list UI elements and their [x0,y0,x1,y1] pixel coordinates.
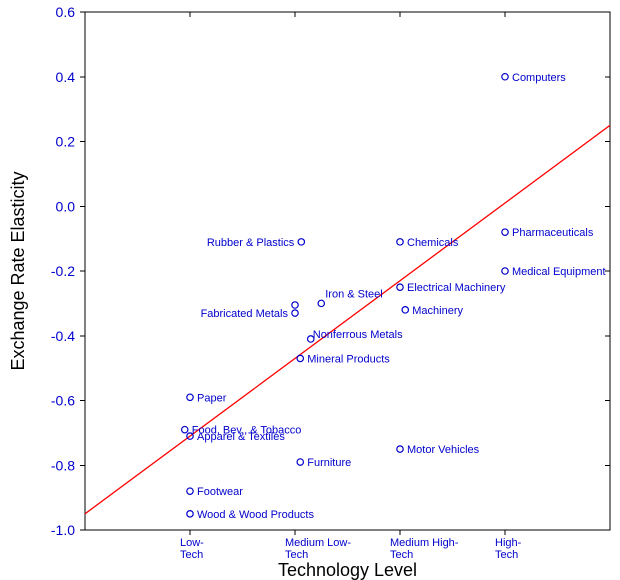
x-tick-label-line1: Medium Low- [285,537,351,549]
data-point-label: Computers [512,72,566,84]
data-point-label: Pharmaceuticals [512,227,594,239]
data-point-label: Medical Equipment [512,266,606,278]
x-tick-label-line1: Low- [180,537,204,549]
data-point-label: Machinery [412,305,463,317]
data-point [397,446,403,452]
y-tick-label: 0.0 [56,198,76,214]
chart-svg: 0.60.40.20.0-0.2-0.4-0.6-0.8-1.0Low-Tech… [0,0,620,580]
x-tick-label-line2: Tech [495,549,518,561]
data-point-label: Wood & Wood Products [197,509,314,521]
data-point [502,229,508,235]
data-point-label: Footwear [197,486,243,498]
data-point [292,302,298,308]
x-tick-label-line2: Tech [180,549,203,561]
y-axis-title: Exchange Rate Elasticity [8,171,28,370]
data-point [182,426,188,432]
data-point [397,239,403,245]
data-point-label: Rubber & Plastics [207,237,295,249]
data-point-label: Apparel & Textiles [197,431,285,443]
data-point [297,459,303,465]
y-tick-label: 0.2 [56,134,76,150]
y-tick-label: 0.6 [56,4,76,20]
data-point [502,74,508,80]
data-point [187,511,193,517]
scatter-chart: 0.60.40.20.0-0.2-0.4-0.6-0.8-1.0Low-Tech… [0,0,620,580]
y-tick-label: -0.8 [51,457,75,473]
data-point [318,300,324,306]
data-point-label: Chemicals [407,237,459,249]
x-tick-label-line1: Medium High- [390,537,459,549]
y-tick-label: -0.4 [51,328,75,344]
y-tick-label: -0.2 [51,263,75,279]
data-point-label: Paper [197,392,227,404]
y-tick-label: -1.0 [51,522,75,538]
data-point-label: Iron & Steel [325,288,382,300]
data-point-label: Nonferrous Metals [313,329,403,341]
data-point [297,355,303,361]
data-point-label: Mineral Products [307,353,390,365]
data-point [298,239,304,245]
x-tick-label-line1: High- [495,537,522,549]
data-point [187,488,193,494]
data-point-label: Furniture [307,457,351,469]
data-point [402,307,408,313]
data-point [187,394,193,400]
data-point [502,268,508,274]
data-point-label: Fabricated Metals [201,308,289,320]
x-axis-title: Technology Level [278,560,417,580]
data-point [292,310,298,316]
data-point [397,284,403,290]
data-point-label: Motor Vehicles [407,444,480,456]
y-tick-label: -0.6 [51,393,75,409]
y-tick-label: 0.4 [56,69,76,85]
trend-line [85,125,610,514]
data-point-label: Electrical Machinery [407,282,506,294]
